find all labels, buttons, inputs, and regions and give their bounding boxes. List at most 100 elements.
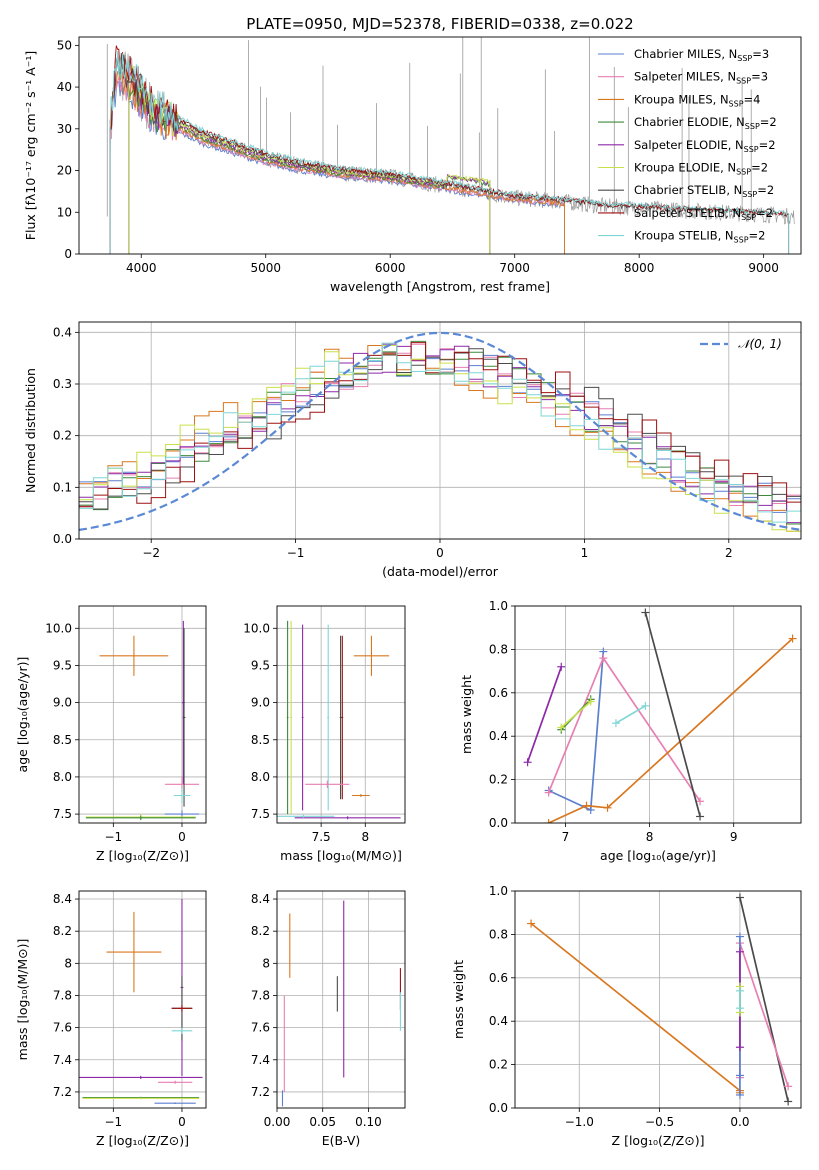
weight-line-chabrier-stelib xyxy=(644,612,701,817)
weight-line-kroupa-stelib xyxy=(615,705,646,724)
y-tick-label: 0.2 xyxy=(489,1058,508,1072)
model-spectrum-salpeter-elodie xyxy=(128,65,491,254)
x-tick-label: 0 xyxy=(436,546,444,560)
x-axis-label: Z [log₁₀(Z/Z⊙)] xyxy=(612,1133,705,1148)
x-axis-label: Z [log₁₀(Z/Z⊙)] xyxy=(96,1133,189,1148)
y-tick-label: 7.2 xyxy=(53,1085,72,1099)
legend-subscript: SSP xyxy=(741,213,756,222)
plot-area xyxy=(106,37,795,254)
legend-value: =2 xyxy=(760,115,777,129)
x-tick-label: 7000 xyxy=(499,261,530,275)
x-axis-label: wavelength [Angstrom, rest frame] xyxy=(330,279,550,294)
normal-curve xyxy=(79,331,801,531)
y-tick-label: 0.6 xyxy=(489,686,508,700)
y-tick-label: 0.4 xyxy=(489,1014,508,1028)
y-tick-label: 0.2 xyxy=(53,429,72,443)
y-tick-label: 0.0 xyxy=(489,816,508,830)
weight-line-kroupa-miles xyxy=(530,922,741,1093)
weight-line-kroupa-elodie xyxy=(560,700,592,729)
legend-subscript: SSP xyxy=(734,236,749,245)
x-tick-label: 2 xyxy=(725,546,733,560)
x-tick-label: 1 xyxy=(581,546,589,560)
x-tick-label: 7.5 xyxy=(312,830,331,844)
model-spectrum-kroupa-stelib xyxy=(109,51,790,254)
y-tick-label: 7.6 xyxy=(251,1021,270,1035)
axes-frame xyxy=(514,890,802,1109)
y-axis-label: age [log₁₀(age/yr)] xyxy=(15,657,30,773)
y-tick-label: 7.5 xyxy=(251,807,270,821)
y-tick-label: 9.5 xyxy=(251,658,270,672)
legend-value: =2 xyxy=(759,138,776,152)
x-tick-label: 8000 xyxy=(624,261,655,275)
x-axis-label: Z [log₁₀(Z/Z⊙)] xyxy=(96,848,189,863)
y-tick-label: 1.0 xyxy=(489,599,508,613)
x-tick-label: 0.00 xyxy=(264,1115,291,1129)
axes-frame xyxy=(78,890,207,1109)
y-tick-label: 8.2 xyxy=(53,924,72,938)
panel-z-age: −1 0 7.5 8.0 8.5 9.0 9.5 10.0 Z [log₁₀(Z/Z⊙)] age… xyxy=(15,605,207,863)
x-tick-label: 0.05 xyxy=(309,1115,336,1129)
legend-value: =2 xyxy=(756,206,773,220)
panel-residuals: −2 −1 0 1 2 0.0 0.1 0.2 0.3 0.4 (data-model)/error… xyxy=(23,321,802,579)
y-tick-label: 20 xyxy=(57,164,72,178)
axes-frame xyxy=(78,36,802,255)
legend-subscript: SSP xyxy=(736,168,751,177)
legend-label: Chabrier ELODIE, NSSP=2 xyxy=(634,115,777,131)
x-tick-label: −1 xyxy=(287,546,305,560)
y-tick-label: 0.0 xyxy=(53,532,72,546)
y-tick-label: 7.5 xyxy=(53,807,72,821)
y-tick-label: 8.0 xyxy=(251,770,270,784)
y-axis-label: mass weight xyxy=(451,960,466,1039)
legend-label: Kroupa MILES, NSSP=4 xyxy=(634,92,760,108)
legend-label: Chabrier STELIB, NSSP=2 xyxy=(634,183,774,199)
panel-ebv-mass: 0.00 0.05 0.10 7.2 7.4 7.6 7.8 8 8.2 8.4 E(B-V) xyxy=(251,890,406,1148)
x-tick-label: 8 xyxy=(646,830,654,844)
weight-line-chabrier-miles xyxy=(548,651,605,812)
y-tick-label: 9.0 xyxy=(53,696,72,710)
x-tick-label: 0 xyxy=(178,1115,186,1129)
y-axis-label: Normed distribution xyxy=(23,368,38,493)
y-tick-label: 8.4 xyxy=(53,892,72,906)
y-tick-label: 7.2 xyxy=(251,1085,270,1099)
x-tick-label: 7 xyxy=(562,830,570,844)
y-tick-label: 0 xyxy=(64,247,72,261)
y-tick-label: 0.1 xyxy=(53,480,72,494)
x-tick-label: 5000 xyxy=(250,261,281,275)
x-tick-label: 9000 xyxy=(748,261,779,275)
legend-value: =3 xyxy=(752,47,769,61)
plot-area xyxy=(277,620,401,820)
model-spectrum-chabrier-elodie xyxy=(128,79,491,254)
y-tick-label: 0.8 xyxy=(489,642,508,656)
y-tick-label: 0.4 xyxy=(53,325,72,339)
legend-subscript: SSP xyxy=(729,99,744,108)
panels: 4000 5000 6000 7000 8000 900001020304050wavel… xyxy=(15,36,802,1148)
legend-label: Salpeter MILES, NSSP=3 xyxy=(634,70,768,86)
axes-frame xyxy=(78,321,802,540)
figure-title: PLATE=0950, MJD=52378, FIBERID=0338, z=0… xyxy=(246,15,633,33)
axes-frame xyxy=(276,890,406,1109)
y-tick-label: 10 xyxy=(57,205,72,219)
legend-label: Kroupa STELIB, NSSP=2 xyxy=(634,229,765,245)
plot-area xyxy=(85,620,200,821)
legend: Chabrier MILES, NSSP=3 Salpeter MILES, NS… xyxy=(598,47,777,245)
x-axis-label: E(B-V) xyxy=(322,1133,361,1148)
y-tick-label: 8.2 xyxy=(251,924,270,938)
y-tick-label: 8 xyxy=(64,956,72,970)
y-tick-label: 8.5 xyxy=(251,733,270,747)
x-tick-label: −2 xyxy=(142,546,160,560)
y-tick-label: 10.0 xyxy=(243,621,270,635)
legend-label: Kroupa ELODIE, NSSP=2 xyxy=(634,161,768,177)
legend-value: =2 xyxy=(749,229,766,243)
axes-frame xyxy=(514,605,802,824)
y-tick-label: 1.0 xyxy=(489,884,508,898)
y-tick-label: 0.4 xyxy=(489,729,508,743)
y-tick-label: 8 xyxy=(262,956,270,970)
plot-area xyxy=(527,893,793,1106)
panel-z-mass: −1 0 7.2 7.4 7.6 7.8 8 8.2 8.4 Z [log₁₀(Z/Z⊙)] mas… xyxy=(15,890,207,1148)
x-axis-label: (data-model)/error xyxy=(382,564,499,579)
y-tick-label: 40 xyxy=(57,80,72,94)
y-tick-label: 50 xyxy=(57,38,72,52)
legend: 𝒩(0, 1) xyxy=(700,337,782,351)
x-tick-label: −0.5 xyxy=(645,1115,674,1129)
